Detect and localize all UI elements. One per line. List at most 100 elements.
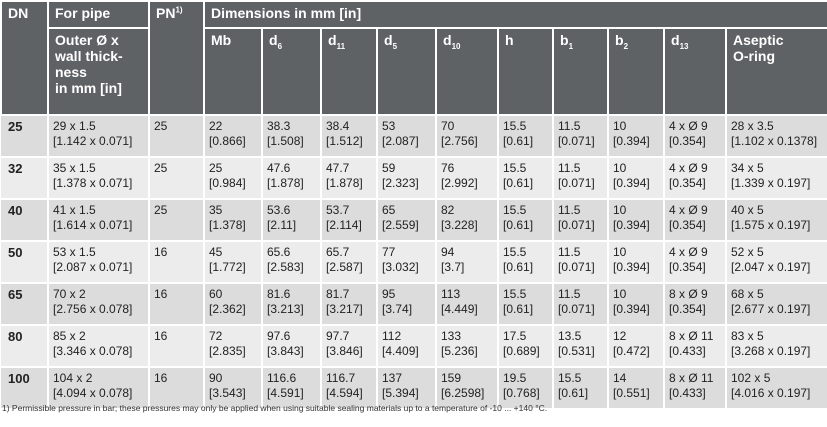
header-col-symbol: d — [328, 32, 337, 48]
cell-dn: 80 — [1, 325, 49, 368]
cell-line: [6.2598] — [441, 386, 485, 400]
header-col-subscript: 1 — [568, 41, 574, 51]
cell-value: 40 x 5 [1.575 x 0.197] — [726, 199, 827, 242]
cell-value: 8 x Ø 9 [0.354] — [664, 283, 727, 326]
cell-line: [2.087] — [382, 134, 419, 148]
cell-dn: 25 — [1, 115, 49, 158]
cell-value: 4 x Ø 9 [0.354] — [664, 157, 727, 200]
cell-line: [4.094 x 0.078] — [53, 386, 133, 400]
cell-value: 38.3 [1.508] — [262, 115, 322, 158]
cell-line: 11.5 — [558, 119, 581, 133]
cell-value: 28 x 3.5 [1.102 x 0.1378] — [726, 115, 827, 158]
cell-line: [4.591] — [267, 386, 304, 400]
cell-value: 97.6 [3.843] — [262, 325, 322, 368]
cell-line: 70 — [441, 119, 455, 133]
cell-line: 90 — [209, 371, 223, 385]
cell-line: 116.7 — [326, 371, 356, 385]
header-col-symbol: d — [269, 32, 278, 48]
cell-line: 10 — [613, 287, 627, 301]
cell-value: 95 [3.74] — [377, 283, 437, 326]
cell-line: [2.835] — [209, 344, 246, 358]
header-col-b1: b1 — [552, 27, 609, 116]
cell-line: [0.354] — [669, 302, 706, 316]
cell-line: 19.5 — [503, 371, 527, 385]
cell-pipe-size: 41 x 1.5 [1.614 x 0.071] — [48, 199, 150, 242]
cell-line: 72 — [209, 329, 223, 343]
cell-value: 94 [3.7] — [436, 241, 499, 284]
cell-pipe-size: 104 x 2 [4.094 x 0.078] — [48, 367, 150, 410]
cell-value: 34 x 5 [1.339 x 0.197] — [726, 157, 827, 200]
cell-line: [0.61] — [558, 386, 589, 400]
cell-line: [3.217] — [326, 302, 363, 316]
cell-line: 25 — [209, 161, 223, 175]
cell-line: 53.7 — [326, 203, 350, 217]
cell-value: 102 x 5 [4.016 x 0.197] — [726, 367, 827, 410]
cell-value: 8 x Ø 11 [0.433] — [664, 367, 727, 410]
cell-line: 10 — [613, 119, 627, 133]
cell-line: 10 — [613, 245, 627, 259]
cell-value: 4 x Ø 9 [0.354] — [664, 115, 727, 158]
cell-value: 11.5 [0.071] — [553, 157, 609, 200]
cell-line: 15.5 — [503, 161, 527, 175]
cell-line: 14 — [613, 371, 627, 385]
header-col-subscript: 2 — [623, 41, 629, 51]
header-pn-footnote-marker: 1) — [175, 5, 183, 15]
cell-line: [2.323] — [382, 176, 419, 190]
table-row: 50 53 x 1.5 [2.087 x 0.071] 16 45 [1.772] 65.6… — [1, 241, 827, 284]
cell-line: [2.11] — [267, 218, 297, 232]
cell-line: [4.449] — [441, 302, 478, 316]
cell-value: 10 [0.394] — [608, 241, 665, 284]
cell-line: [0.394] — [613, 302, 650, 316]
cell-value: 11.5 [0.071] — [553, 241, 609, 284]
cell-line: [0.071] — [558, 218, 595, 232]
cell-dn: 65 — [1, 283, 49, 326]
cell-value: 19.5 [0.768] — [498, 367, 554, 410]
cell-line: 8 x Ø 11 — [669, 371, 714, 385]
header-outer-diameter-wall: Outer Ø x wall thick-ness in mm [in] — [47, 27, 150, 116]
cell-value: 137 [5.394] — [377, 367, 437, 410]
header-col-symbol: d — [384, 32, 393, 48]
cell-dn: 50 — [1, 241, 49, 284]
cell-line: 77 — [382, 245, 396, 259]
cell-value: 4 x Ø 9 [0.354] — [664, 199, 727, 242]
cell-line: [0.984] — [209, 176, 246, 190]
cell-line: [0.354] — [669, 134, 706, 148]
cell-value: 10 [0.394] — [608, 199, 665, 242]
cell-line: 47.6 — [267, 161, 291, 175]
cell-value: 8 x Ø 11 [0.433] — [664, 325, 727, 368]
cell-value: 38.4 [1.512] — [321, 115, 378, 158]
cell-line: 65.6 — [267, 245, 291, 259]
cell-line: 159 — [441, 371, 462, 385]
cell-line: 47.7 — [326, 161, 350, 175]
cell-line: 104 x 2 — [53, 371, 93, 385]
header-outer-line: ness — [55, 64, 87, 80]
cell-pipe-size: 53 x 1.5 [2.087 x 0.071] — [48, 241, 150, 284]
cell-line: [0.433] — [669, 386, 706, 400]
cell-value: 116.6 [4.591] — [262, 367, 322, 410]
header-col-d5: d5 — [376, 27, 437, 116]
cell-line: [1.339 x 0.197] — [731, 176, 811, 190]
cell-line: 59 — [382, 161, 396, 175]
cell-value: 83 x 5 [3.268 x 0.197] — [726, 325, 827, 368]
cell-line: [0.433] — [669, 344, 706, 358]
cell-line: 97.6 — [267, 329, 291, 343]
cell-line: [1.772] — [209, 260, 246, 274]
cell-line: [3.213] — [267, 302, 304, 316]
cell-value: 17.5 [0.689] — [498, 325, 554, 368]
cell-line: [0.61] — [503, 176, 534, 190]
cell-line: [5.236] — [441, 344, 478, 358]
cell-pipe-size: 29 x 1.5 [1.142 x 0.071] — [48, 115, 150, 158]
cell-line: 22 — [209, 119, 223, 133]
cell-value: 70 [2.756] — [436, 115, 499, 158]
cell-line: 29 x 1.5 — [53, 119, 96, 133]
cell-line: 15.5 — [503, 287, 527, 301]
cell-line: 17.5 — [503, 329, 527, 343]
cell-line: [1.878] — [267, 176, 304, 190]
header-pn: PN1) — [148, 0, 205, 116]
cell-line: [2.047 x 0.197] — [731, 260, 811, 274]
cell-line: [1.614 x 0.071] — [53, 218, 133, 232]
cell-line: [1.575 x 0.197] — [731, 218, 811, 232]
cell-line: [0.61] — [503, 302, 534, 316]
cell-value: 81.7 [3.217] — [321, 283, 378, 326]
